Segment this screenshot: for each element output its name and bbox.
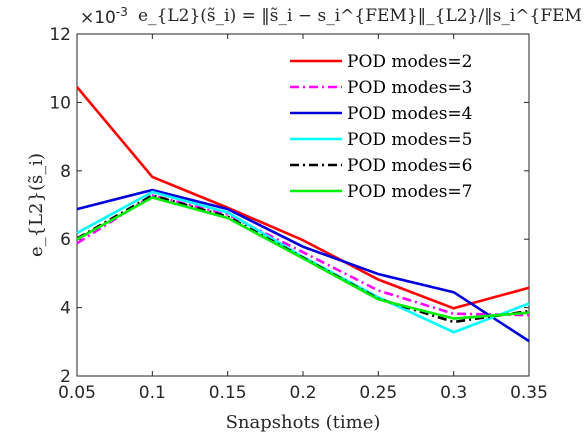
chart-title: e_{L2}(s̃_i) = ‖s̃_i − s_i^{FEM}‖_{L2}/‖… [138, 6, 584, 26]
x-tick-label: 0.35 [510, 383, 548, 403]
y-tick-label: 6 [60, 230, 71, 250]
legend: POD modes=2 POD modes=3 POD modes=4 POD mod… [290, 52, 473, 202]
x-tick-label: 0.05 [58, 383, 96, 403]
series-line-3 [76, 188, 530, 343]
legend-label: POD modes=6 [347, 156, 473, 176]
axis-exponent-label: ×10-3 [80, 5, 128, 28]
axis-ticks: 0.05 0.1 0.15 0.2 0.25 0.3 0.35 2 4 6 8 10 12 [49, 25, 548, 403]
legend-label: POD modes=5 [347, 130, 473, 150]
y-tick-label: 2 [60, 367, 71, 387]
x-tick-label: 0.25 [359, 383, 397, 403]
y-tick-label: 4 [60, 299, 71, 319]
y-axis-label: e_{L2}(s̃_i) [26, 153, 47, 257]
legend-label: POD modes=4 [347, 104, 473, 124]
x-axis-label: Snapshots (time) [226, 412, 381, 433]
legend-label: POD modes=2 [347, 52, 473, 72]
legend-label: POD modes=3 [347, 78, 473, 98]
x-tick-label: 0.15 [209, 383, 247, 403]
x-tick-label: 0.3 [440, 383, 467, 403]
y-tick-label: 10 [49, 93, 71, 113]
series-line-6 [76, 196, 530, 320]
series-line-2 [76, 194, 530, 317]
y-tick-label: 8 [60, 162, 71, 182]
series-lines [76, 86, 530, 343]
y-tick-label: 12 [49, 25, 71, 45]
x-tick-label: 0.2 [289, 383, 316, 403]
legend-label: POD modes=7 [347, 182, 473, 202]
series-line-1 [76, 86, 530, 310]
x-tick-label: 0.1 [139, 383, 166, 403]
